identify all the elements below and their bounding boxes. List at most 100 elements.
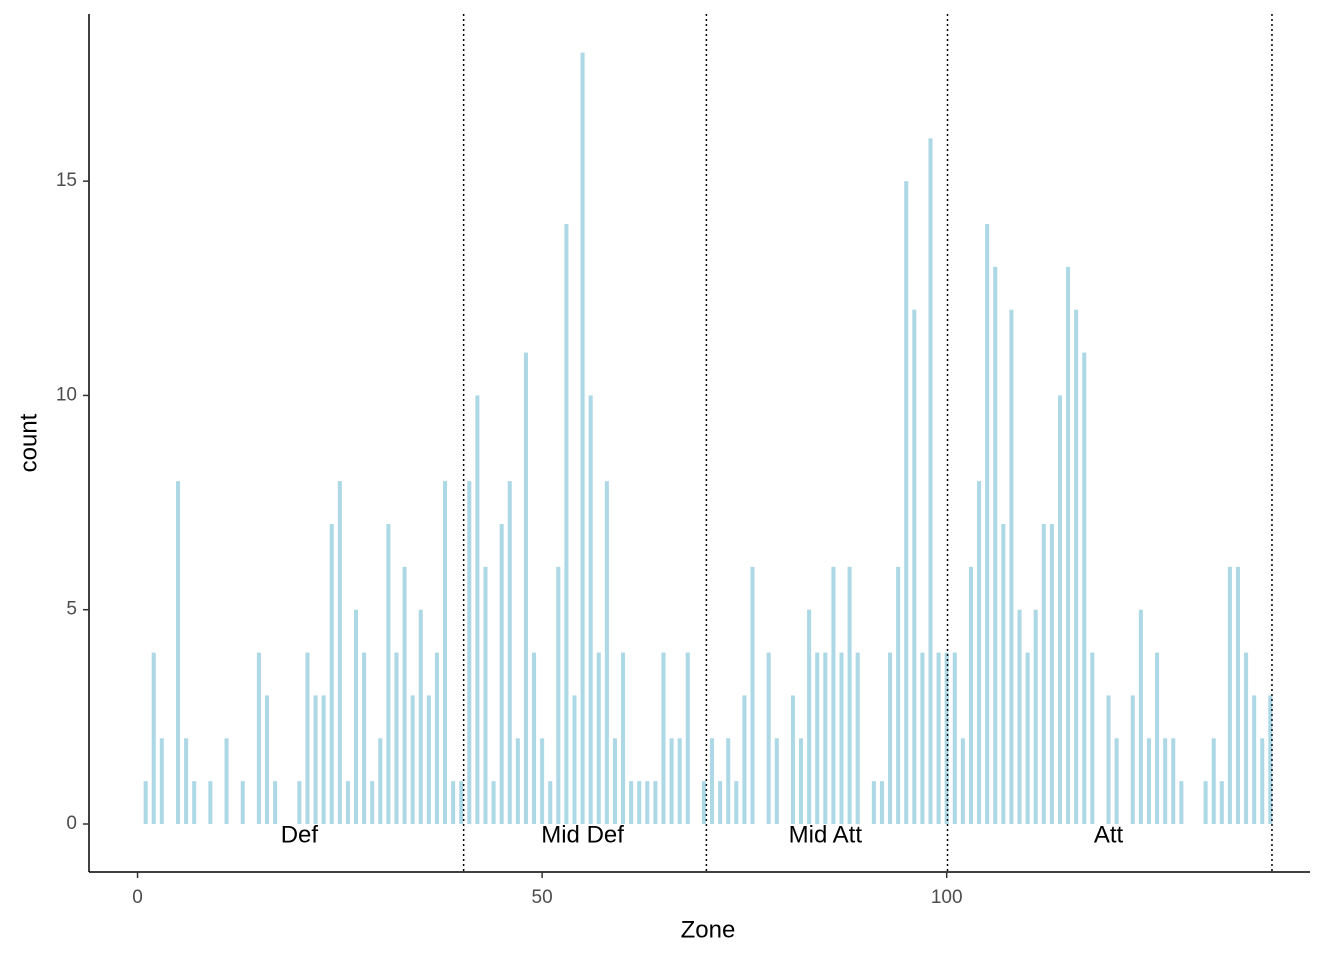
- bar: [467, 481, 472, 824]
- bar: [321, 695, 326, 824]
- bar: [1163, 738, 1168, 824]
- bar: [912, 309, 917, 824]
- bar: [920, 652, 925, 824]
- bar: [184, 738, 189, 824]
- bar: [807, 609, 812, 824]
- bar: [799, 738, 804, 824]
- bar: [1033, 609, 1038, 824]
- bar: [661, 652, 666, 824]
- bar: [701, 781, 706, 824]
- bar: [240, 781, 245, 824]
- bar: [491, 781, 496, 824]
- bar: [710, 738, 715, 824]
- bar: [175, 481, 181, 824]
- bar: [208, 781, 213, 824]
- bar: [1138, 609, 1143, 824]
- bar: [718, 781, 723, 824]
- bar: [410, 695, 415, 824]
- bar: [1001, 524, 1006, 824]
- bar: [451, 781, 456, 824]
- bar: [580, 52, 585, 825]
- bar: [1041, 524, 1046, 824]
- bar: [273, 781, 278, 824]
- bar: [604, 481, 609, 824]
- bar: [523, 352, 528, 824]
- bar: [483, 566, 488, 824]
- bar: [572, 695, 577, 824]
- bar: [1106, 695, 1111, 824]
- bar: [1203, 781, 1208, 824]
- bar: [734, 781, 739, 824]
- bar: [532, 652, 537, 824]
- bar: [370, 781, 375, 824]
- y-tick-label: 0: [66, 813, 77, 834]
- bar: [540, 738, 545, 824]
- bar: [1074, 309, 1079, 824]
- bar: [831, 566, 836, 824]
- bar: [418, 609, 423, 824]
- bar: [612, 738, 617, 824]
- bar: [1268, 695, 1273, 824]
- bar: [224, 738, 229, 824]
- bar: [944, 652, 949, 824]
- bar: [847, 566, 852, 824]
- bar: [896, 566, 901, 824]
- bar: [305, 652, 310, 824]
- bar: [645, 781, 650, 824]
- bar: [815, 652, 820, 824]
- bar: [669, 738, 674, 824]
- bar: [159, 738, 164, 824]
- bar: [1155, 652, 1160, 824]
- bar: [823, 652, 828, 824]
- bar: [556, 566, 561, 824]
- y-tick-label: 10: [56, 384, 77, 405]
- bar: [904, 181, 909, 825]
- bar: [426, 695, 431, 824]
- bar: [685, 652, 690, 824]
- zone-label: Mid Att: [789, 821, 863, 848]
- bar: [434, 652, 439, 824]
- bar: [264, 695, 270, 824]
- bar: [1146, 738, 1152, 824]
- bar: [329, 524, 334, 824]
- bar: [871, 781, 876, 824]
- bar: [677, 738, 682, 824]
- bar: [313, 695, 318, 824]
- x-tick-label: 100: [931, 887, 963, 908]
- bar: [1211, 738, 1216, 824]
- bar: [475, 395, 480, 824]
- bar: [839, 652, 844, 824]
- bar: [1260, 738, 1265, 824]
- bar: [337, 481, 342, 824]
- bar: [394, 652, 399, 824]
- bar: [726, 738, 731, 824]
- bar: [879, 781, 884, 824]
- bar: [548, 781, 553, 824]
- bar: [750, 566, 755, 824]
- bar: [1114, 738, 1119, 824]
- bar: [766, 652, 771, 824]
- bar: [742, 695, 747, 824]
- bar: [151, 652, 156, 824]
- bar: [653, 781, 658, 824]
- bar: [1179, 781, 1184, 824]
- x-axis-label: Zone: [681, 916, 736, 943]
- bar: [1244, 652, 1249, 824]
- bar: [1057, 395, 1062, 824]
- bar: [968, 566, 973, 824]
- bar: [256, 652, 261, 824]
- bar: [192, 781, 197, 824]
- y-axis-label: count: [15, 413, 42, 472]
- bar: [443, 481, 448, 824]
- bar: [1130, 695, 1135, 824]
- y-tick-label: 5: [66, 599, 77, 620]
- bar: [1082, 352, 1087, 824]
- bar: [936, 652, 941, 824]
- bar: [637, 781, 642, 824]
- bar: [1049, 524, 1054, 824]
- bar: [1009, 309, 1014, 824]
- bar: [402, 566, 407, 824]
- bar: [596, 652, 601, 824]
- bar: [386, 524, 391, 824]
